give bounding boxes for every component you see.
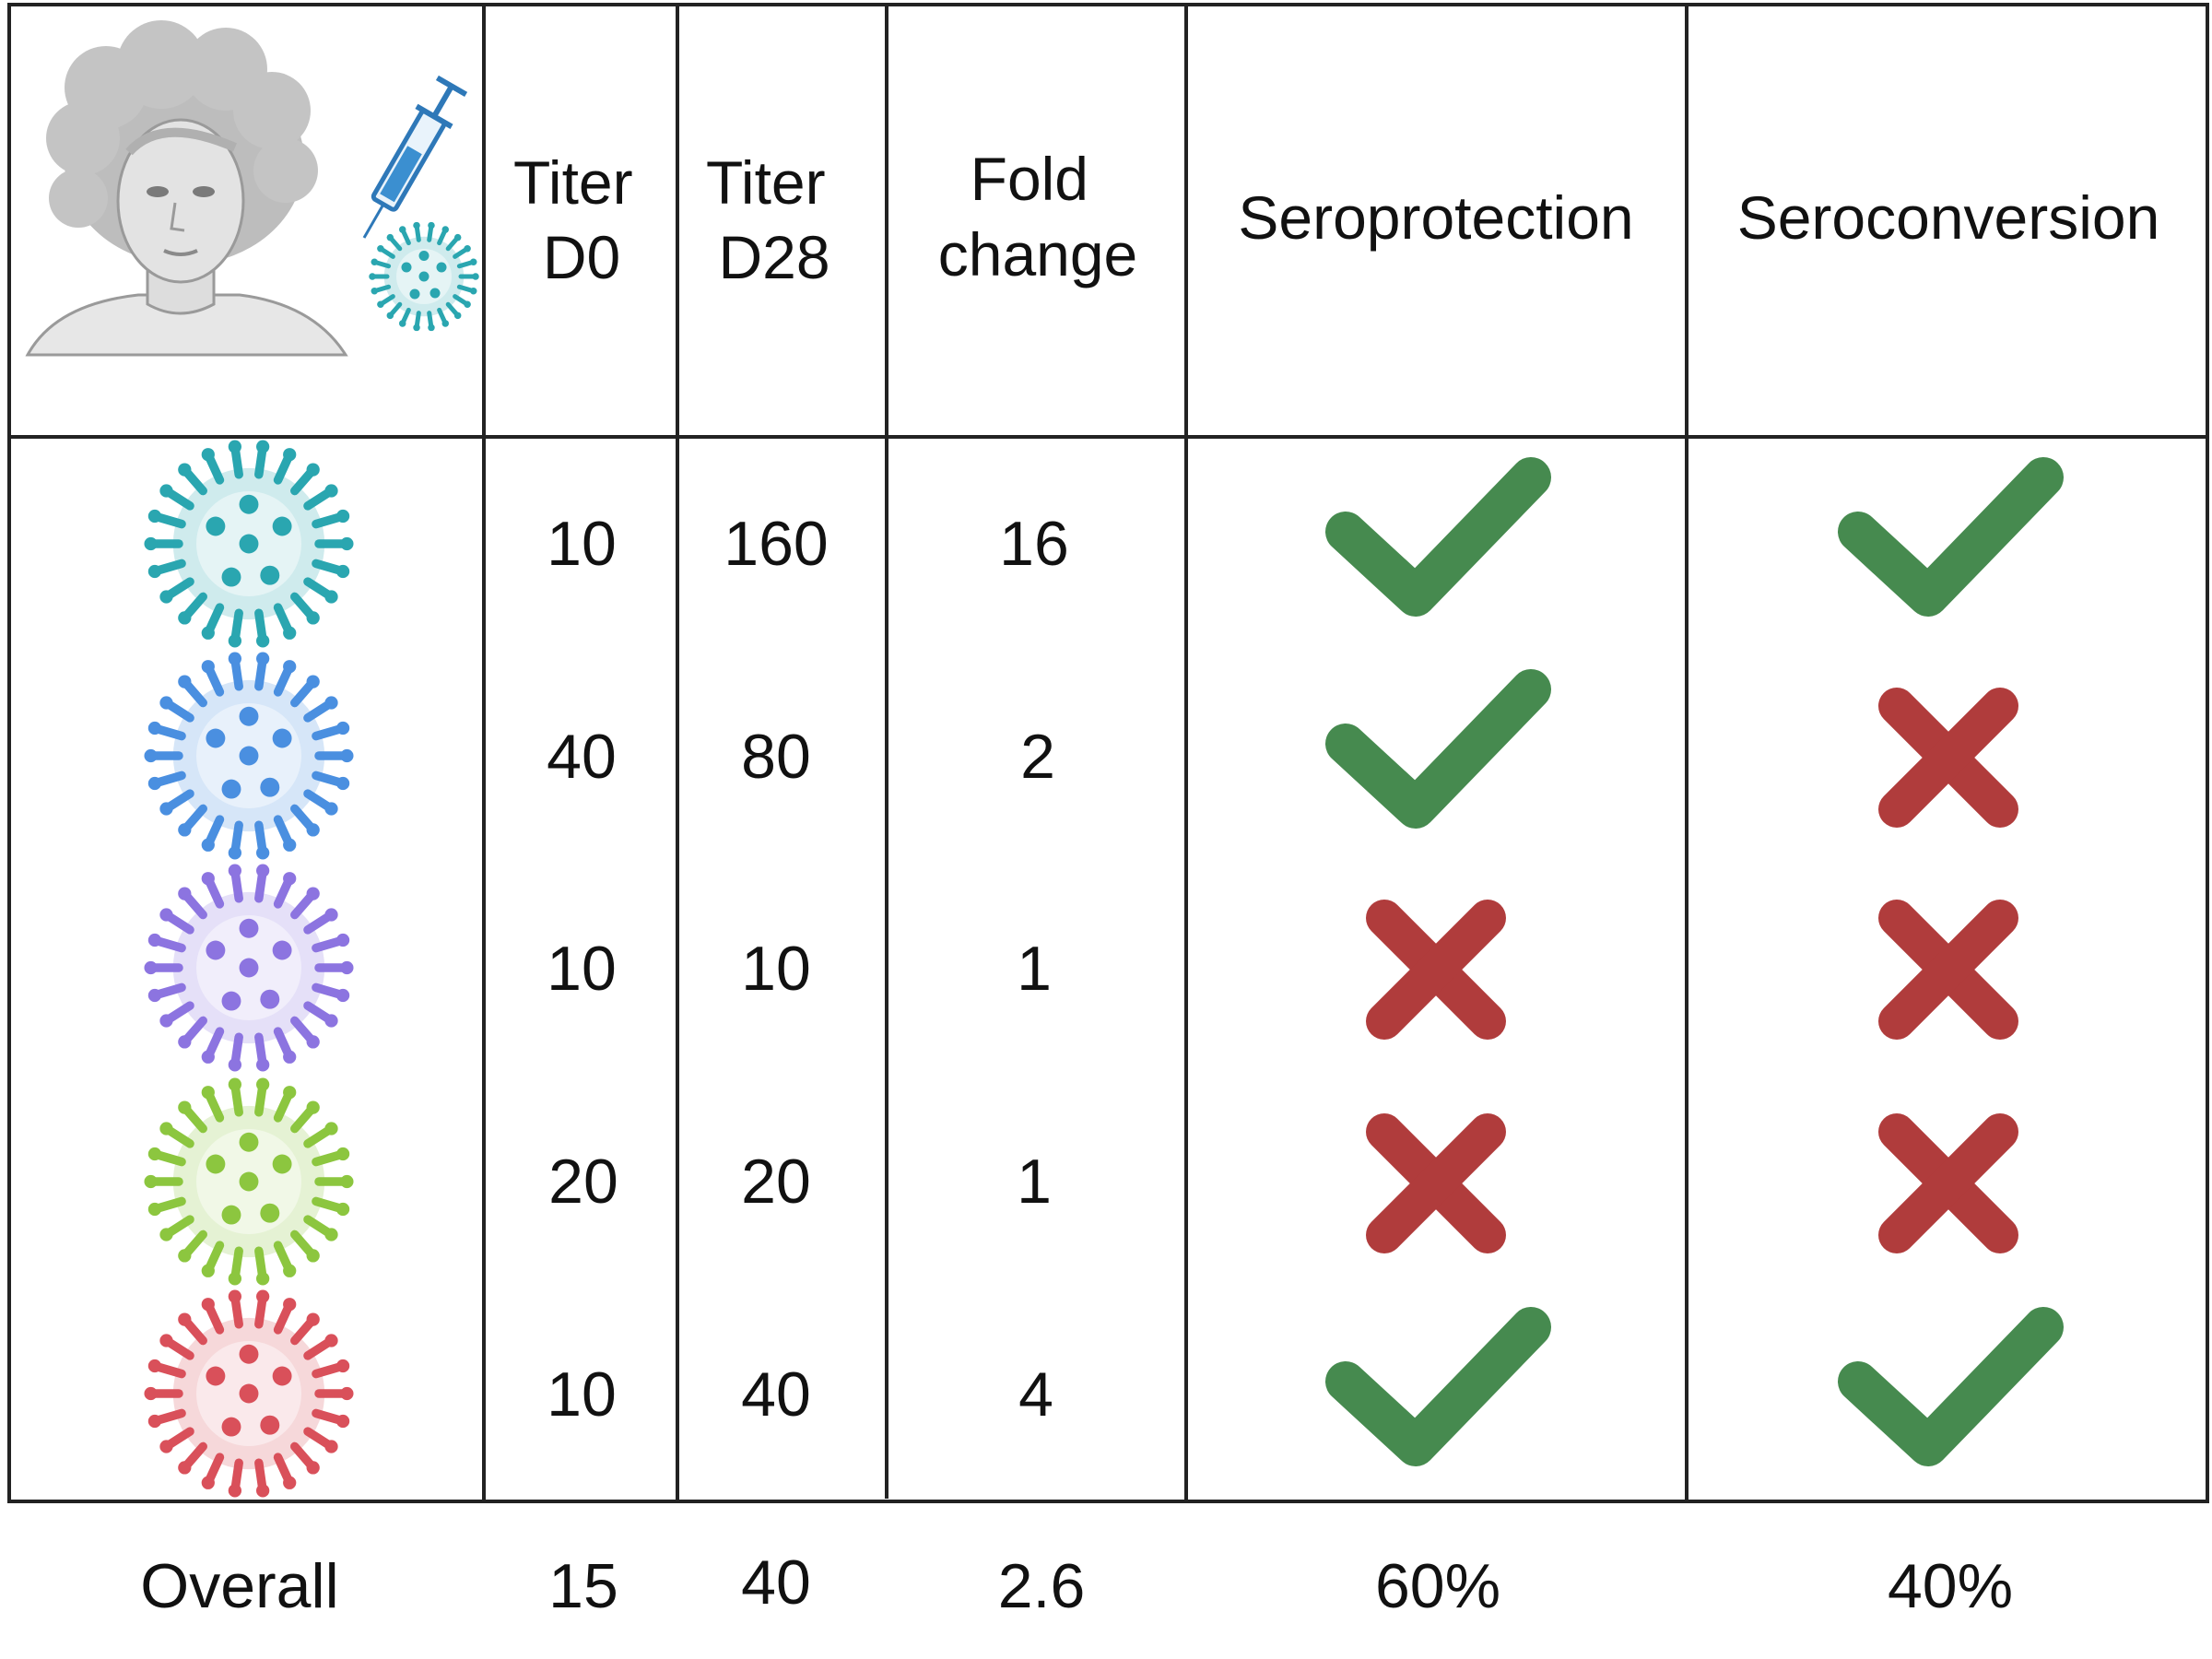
cross-icon bbox=[1366, 1113, 1506, 1253]
strain-icons bbox=[144, 440, 354, 1498]
virus-icon bbox=[369, 221, 479, 332]
virus-green-icon bbox=[144, 1077, 354, 1286]
fold-change-cell: 16 bbox=[999, 509, 1069, 579]
titer-d0-cell: 10 bbox=[547, 934, 617, 1004]
virus-red-icon bbox=[144, 1289, 354, 1498]
titer-d0-cell: 40 bbox=[547, 722, 617, 792]
person-icon bbox=[25, 20, 348, 357]
fold-change-cell: 1 bbox=[1017, 934, 1052, 1004]
table-row-4: 20 20 1 bbox=[548, 1147, 1052, 1217]
check-icon bbox=[1325, 1307, 1551, 1466]
syringe-icon bbox=[362, 75, 468, 239]
check-icon bbox=[1325, 457, 1551, 617]
titer-d28-cell: 40 bbox=[741, 1359, 811, 1430]
virus-blue-icon bbox=[144, 652, 354, 860]
overall-fold-change: 2.6 bbox=[998, 1551, 1086, 1621]
table-row-5: 10 40 4 bbox=[547, 1359, 1053, 1430]
overall-seroconversion: 40% bbox=[1888, 1551, 2013, 1621]
overall-seroprotection: 60% bbox=[1375, 1551, 1500, 1621]
header-fold-change: Fold change bbox=[938, 145, 1138, 288]
check-icon bbox=[1325, 669, 1551, 829]
cross-icon bbox=[1878, 900, 2018, 1040]
virus-purple-icon bbox=[144, 864, 354, 1072]
titer-d28-cell: 10 bbox=[741, 934, 811, 1004]
virus-teal-icon bbox=[144, 440, 354, 648]
header-seroconversion: Seroconversion bbox=[1737, 183, 2160, 252]
table-row-1: 10 160 16 bbox=[547, 509, 1069, 579]
titer-d28-cell: 160 bbox=[724, 509, 828, 579]
titer-d0-cell: 10 bbox=[547, 1359, 617, 1430]
titer-d0-cell: 10 bbox=[547, 509, 617, 579]
fold-change-cell: 2 bbox=[1020, 722, 1055, 792]
overall-label: Overall bbox=[140, 1551, 338, 1621]
cross-icon bbox=[1878, 1113, 2018, 1253]
table-row-3: 10 10 1 bbox=[547, 934, 1052, 1004]
overall-row: Overall 15 40 2.6 60% 40% bbox=[140, 1547, 2013, 1621]
titer-d28-cell: 20 bbox=[741, 1147, 811, 1217]
fold-change-cell: 1 bbox=[1017, 1147, 1052, 1217]
fold-change-cell: 4 bbox=[1018, 1359, 1053, 1430]
header-titer-d28: Titer D28 bbox=[706, 148, 842, 291]
table-row-2: 40 80 2 bbox=[547, 722, 1055, 792]
table-border bbox=[7, 3, 2209, 1503]
titer-d0-cell: 20 bbox=[548, 1147, 618, 1217]
vaccination-illustration bbox=[25, 20, 479, 357]
header-seroprotection: Seroprotection bbox=[1238, 183, 1633, 252]
overall-titer-d28: 40 bbox=[741, 1547, 811, 1618]
result-marks bbox=[1325, 457, 2064, 1466]
cross-icon bbox=[1878, 688, 2018, 828]
header-virus-icon bbox=[369, 221, 479, 332]
header-titer-d0: Titer D0 bbox=[513, 148, 650, 291]
table-grid bbox=[7, 3, 2209, 1503]
titer-d28-cell: 80 bbox=[741, 722, 811, 792]
check-icon bbox=[1838, 457, 2064, 617]
cross-icon bbox=[1366, 900, 1506, 1040]
check-icon bbox=[1838, 1307, 2064, 1466]
overall-titer-d0: 15 bbox=[548, 1551, 618, 1621]
